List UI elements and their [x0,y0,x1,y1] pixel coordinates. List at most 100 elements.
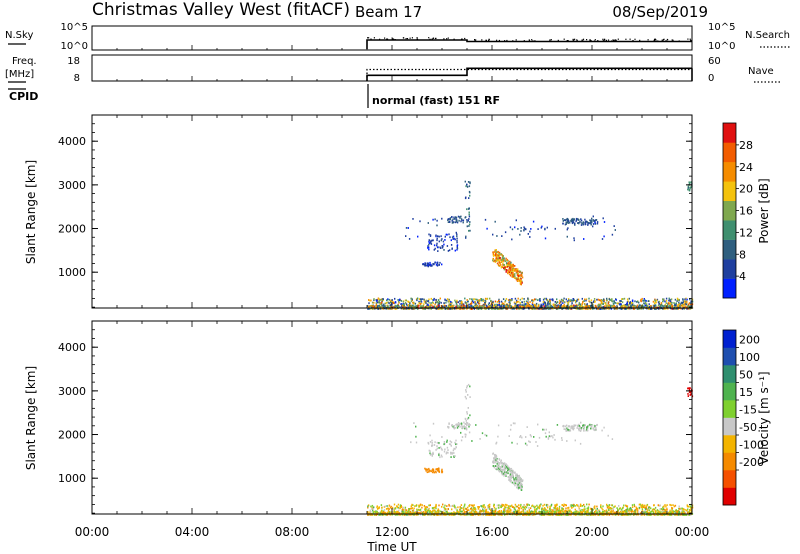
range-cell [690,181,692,183]
range-cell [520,503,522,506]
range-cell [448,504,450,507]
range-cell [459,300,461,302]
range-cell [658,511,661,514]
nsearch-point [566,40,568,42]
range-cell [389,512,392,515]
range-cell [427,245,429,247]
range-cell [443,509,445,512]
range-cell [463,504,466,507]
range-cell [519,233,521,236]
range-cell [652,508,655,511]
range-cell [428,507,430,510]
range-cell [499,265,501,267]
range-cell [493,260,495,263]
range-cell [550,511,552,514]
range-cell [425,508,427,510]
range-cell [574,508,576,511]
range-cell [428,248,430,251]
range-cell [526,301,529,304]
range-cell [509,263,511,265]
range-cell [446,505,448,507]
range-cell [676,513,678,516]
range-cell [579,303,581,306]
range-cell [456,306,458,308]
range-cell [438,304,440,307]
range-cell [588,305,590,308]
range-cell [432,511,434,513]
range-cell [650,507,652,510]
range-cell [387,304,389,307]
freq-unit-label: [MHz] [5,69,34,80]
range-cell [529,304,531,307]
range-cell [534,508,536,511]
range-cell [452,218,454,221]
range-cell [643,504,645,507]
range-cell [669,513,671,516]
range-cell [368,302,370,305]
range-cell [606,503,608,506]
range-cell [496,235,498,237]
range-cell [568,299,570,302]
range-cell [596,298,598,301]
range-cell [504,506,506,509]
range-cell [492,251,494,254]
range-cell [447,221,450,223]
range-cell [421,298,423,300]
power-scatter [367,180,694,310]
range-cell [674,511,677,514]
range-cell [575,301,577,304]
range-cell [668,297,670,300]
range-cell [621,306,623,308]
range-cell [640,307,642,310]
range-cell [465,237,467,239]
range-cell [686,509,688,512]
range-cell [566,300,569,303]
range-cell [377,308,380,310]
range-cell [612,513,614,516]
range-cell [625,504,627,507]
range-cell [566,514,568,516]
range-cell [541,225,543,228]
range-cell [450,244,453,246]
range-cell [501,266,504,268]
range-cell [563,297,565,300]
range-cell [381,305,384,308]
range-cell [632,302,634,305]
range-cell [531,302,534,304]
range-cell [452,235,455,238]
nsearch-point [384,37,386,39]
range-cell [686,298,688,301]
range-cell [481,299,483,302]
range-cell [428,246,430,249]
range-cell [626,303,629,306]
range-cell [581,297,583,300]
y-tick-label: 2000 [58,223,86,236]
range-cell [636,301,638,303]
range-cell [373,301,375,304]
range-cell [412,509,414,512]
range-cell [555,510,557,513]
range-cell [367,506,369,509]
range-cell [599,303,602,306]
range-cell [528,507,530,509]
range-cell [691,506,694,509]
range-cell [455,302,458,305]
range-cell [659,304,661,307]
range-cell [667,512,669,515]
range-cell [538,510,540,513]
range-cell [484,302,486,304]
range-cell [410,305,413,308]
range-cell [514,268,516,271]
range-cell [432,507,434,509]
range-cell [683,513,685,516]
range-cell [412,304,414,307]
range-cell [516,271,518,273]
range-cell [496,256,498,258]
range-cell [629,302,631,304]
range-cell [685,306,687,309]
range-cell [402,510,404,513]
cpid-value: normal (fast) 151 RF [372,94,500,107]
range-cell [653,513,655,516]
range-cell [477,301,480,304]
